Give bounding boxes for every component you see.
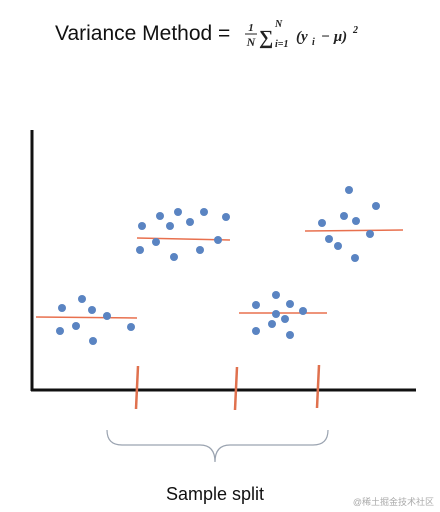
point: [88, 306, 96, 314]
point: [89, 337, 97, 345]
point: [138, 222, 146, 230]
watermark: @稀土掘金技术社区: [353, 496, 434, 507]
point: [340, 212, 348, 220]
point: [318, 219, 326, 227]
point: [152, 238, 160, 246]
point: [214, 236, 222, 244]
brace: [106, 429, 329, 463]
formula-subscript: i: [312, 37, 315, 48]
group-1: [35, 295, 138, 345]
group-2: [136, 208, 231, 261]
point: [200, 208, 208, 216]
point: [56, 327, 64, 335]
group-3: [239, 291, 327, 339]
formula-numerator: 1: [248, 22, 254, 34]
formula-rest: − μ): [321, 29, 347, 45]
formula-lower: i=1: [275, 39, 288, 50]
point: [366, 230, 374, 238]
group-4: [304, 186, 404, 262]
formula-denominator: N: [246, 35, 257, 49]
point: [272, 291, 280, 299]
point: [286, 300, 294, 308]
point: [268, 320, 276, 328]
split-mark: [315, 364, 321, 409]
point: [272, 310, 280, 318]
split-mark: [134, 365, 140, 410]
point: [170, 253, 178, 261]
point: [252, 301, 260, 309]
point: [156, 212, 164, 220]
point: [222, 213, 230, 221]
point: [103, 312, 111, 320]
point: [252, 327, 260, 335]
point: [352, 217, 360, 225]
point: [325, 235, 333, 243]
point: [196, 246, 204, 254]
point: [186, 218, 194, 226]
point: [136, 246, 144, 254]
point: [286, 331, 294, 339]
formula-upper: N: [274, 19, 283, 30]
formula-power: 2: [352, 25, 358, 36]
point: [345, 186, 353, 194]
point: [72, 322, 80, 330]
point: [78, 295, 86, 303]
formula-sum: ∑: [259, 27, 273, 49]
caption: Sample split: [166, 484, 264, 504]
point: [372, 202, 380, 210]
point: [299, 307, 307, 315]
point: [334, 242, 342, 250]
point: [281, 315, 289, 323]
mean-line: [304, 229, 404, 232]
mean-line: [35, 316, 138, 319]
point: [166, 222, 174, 230]
point: [174, 208, 182, 216]
point: [351, 254, 359, 262]
split-mark: [233, 366, 239, 411]
point: [58, 304, 66, 312]
point: [127, 323, 135, 331]
formula-body: (y: [296, 29, 308, 45]
title-label: Variance Method =: [55, 22, 230, 45]
